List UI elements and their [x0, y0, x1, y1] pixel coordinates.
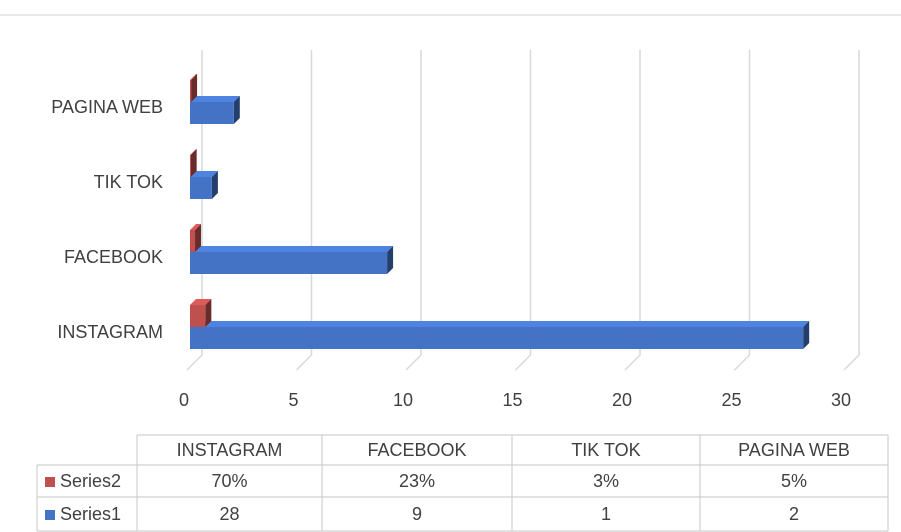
grid-line: [514, 50, 532, 371]
table-cell: 9: [412, 504, 422, 524]
legend-label: Series1: [60, 504, 121, 524]
bar-side: [195, 224, 202, 252]
table-cell: 70%: [211, 471, 247, 491]
bar-side: [191, 74, 198, 102]
bar-top: [190, 74, 198, 80]
table-cell: 1: [601, 504, 611, 524]
table-header: FACEBOOK: [367, 440, 466, 460]
legend-label: Series2: [60, 471, 121, 491]
bar: [190, 80, 192, 102]
table-cell: 3%: [593, 471, 619, 491]
bar-side: [233, 96, 240, 124]
y-tick-label: TIK TOK: [94, 172, 163, 192]
bar-side: [190, 149, 197, 177]
bar-side: [211, 171, 218, 199]
grid-line: [624, 50, 641, 371]
grid-line: [843, 50, 860, 371]
x-tick-label: 5: [288, 390, 298, 410]
bar-top: [190, 299, 212, 305]
x-tick-label: 30: [831, 390, 851, 410]
bar: [190, 327, 804, 349]
y-tick-label: FACEBOOK: [64, 247, 163, 267]
bar: [190, 252, 388, 274]
grid-line: [295, 50, 313, 371]
bar-top: [190, 224, 202, 230]
bar-top: [190, 96, 240, 102]
x-tick-label: 0: [179, 390, 189, 410]
x-tick-label: 25: [721, 390, 741, 410]
bar-side: [205, 299, 212, 327]
x-tick-label: 15: [502, 390, 522, 410]
x-tick-label: 10: [393, 390, 413, 410]
grid-line: [405, 50, 422, 371]
table-header: TIK TOK: [571, 440, 640, 460]
bar: [190, 155, 191, 177]
bar-top: [190, 246, 394, 252]
bar: [190, 230, 196, 252]
table-header: PAGINA WEB: [738, 440, 850, 460]
table-cell: 23%: [399, 471, 435, 491]
table-cell: 28: [219, 504, 239, 524]
grid-line: [733, 50, 751, 371]
bar-top: [190, 171, 218, 177]
x-tick-label: 20: [612, 390, 632, 410]
bar-top: [190, 149, 197, 155]
legend-swatch: [45, 477, 55, 487]
bar-side: [803, 321, 810, 349]
bar: [190, 305, 206, 327]
bar-side: [387, 246, 394, 274]
table-header: INSTAGRAM: [177, 440, 283, 460]
grid-line: [186, 50, 203, 371]
table-cell: 5%: [781, 471, 807, 491]
y-tick-label: PAGINA WEB: [51, 97, 163, 117]
bar: [190, 102, 234, 124]
table-cell: 2: [789, 504, 799, 524]
bar: [190, 177, 212, 199]
legend-swatch: [45, 510, 55, 520]
y-tick-label: INSTAGRAM: [57, 322, 163, 342]
bar-top: [190, 321, 810, 327]
